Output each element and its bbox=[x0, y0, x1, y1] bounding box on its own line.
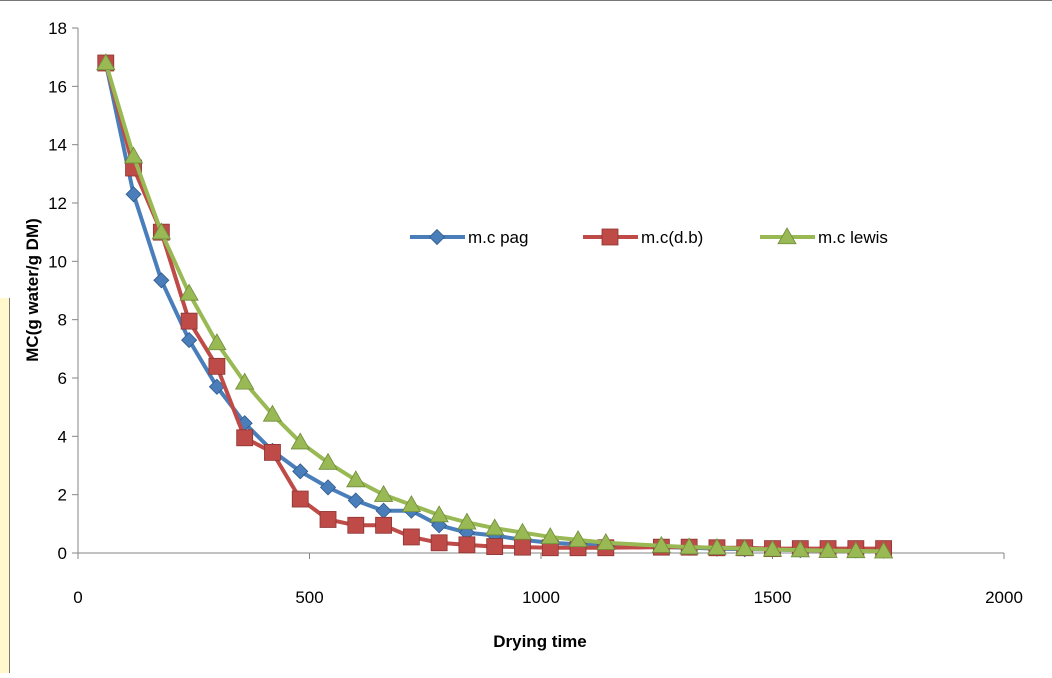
data-point bbox=[292, 463, 309, 480]
data-point bbox=[540, 527, 560, 545]
data-point bbox=[762, 539, 783, 557]
legend: m.c pag m.c(d.b) m.c lewis bbox=[410, 227, 888, 247]
y-tick-label: 12 bbox=[48, 194, 67, 213]
x-tick-label: 0 bbox=[73, 588, 82, 607]
data-point bbox=[651, 535, 672, 553]
legend-swatch-marker bbox=[777, 227, 797, 245]
y-tick-label: 4 bbox=[58, 427, 67, 446]
data-point bbox=[373, 484, 394, 502]
data-point bbox=[818, 540, 838, 558]
series-m-c-d-b- bbox=[97, 54, 893, 558]
y-axis-title: MC(g water/g DM) bbox=[23, 218, 42, 362]
legend-swatch-marker bbox=[601, 228, 619, 246]
y-tick-label: 14 bbox=[48, 136, 67, 155]
y-tick-label: 8 bbox=[58, 311, 67, 330]
data-point bbox=[291, 490, 309, 508]
data-point bbox=[180, 312, 198, 330]
y-tick-label: 16 bbox=[48, 77, 67, 96]
data-point bbox=[401, 495, 422, 513]
data-point bbox=[319, 511, 337, 528]
data-point bbox=[179, 283, 199, 301]
data-point bbox=[319, 479, 337, 496]
legend-label: m.c lewis bbox=[818, 228, 888, 247]
data-point bbox=[486, 538, 504, 555]
data-point bbox=[208, 357, 226, 375]
data-point bbox=[347, 516, 365, 534]
y-tick-label: 10 bbox=[48, 252, 67, 271]
data-point bbox=[264, 443, 281, 461]
legend-label: m.c(d.b) bbox=[641, 228, 703, 247]
series-line bbox=[103, 62, 884, 551]
x-tick-label: 1500 bbox=[754, 588, 792, 607]
legend-label: m.c pag bbox=[468, 228, 528, 247]
data-point bbox=[236, 429, 254, 447]
data-point bbox=[846, 541, 866, 559]
data-point bbox=[262, 404, 283, 422]
data-point bbox=[485, 518, 505, 536]
x-tick-label: 2000 bbox=[985, 588, 1023, 607]
data-point bbox=[568, 530, 588, 548]
series-m-c-lewis bbox=[96, 53, 894, 559]
series-line bbox=[103, 62, 884, 554]
x-axis-title: Drying time bbox=[493, 632, 587, 651]
data-point bbox=[290, 432, 310, 450]
series-line bbox=[103, 62, 884, 553]
data-point bbox=[153, 272, 170, 289]
y-tick-label: 0 bbox=[58, 544, 67, 563]
data-point bbox=[151, 222, 172, 240]
data-point bbox=[96, 53, 116, 71]
x-tick-label: 500 bbox=[295, 588, 323, 607]
data-point bbox=[375, 502, 392, 519]
data-point bbox=[735, 538, 755, 556]
data-point bbox=[596, 532, 616, 550]
data-point bbox=[402, 528, 420, 546]
data-point bbox=[457, 512, 477, 530]
legend-item: m.c pag bbox=[410, 228, 528, 247]
y-tick-label: 18 bbox=[48, 19, 67, 38]
data-point bbox=[430, 534, 448, 552]
data-point bbox=[181, 332, 198, 349]
data-point bbox=[125, 186, 142, 203]
frame-left-strip bbox=[0, 298, 10, 673]
data-point bbox=[790, 540, 810, 558]
data-point bbox=[707, 537, 727, 555]
data-point bbox=[123, 146, 144, 164]
data-point bbox=[207, 333, 227, 351]
series-m-c-pag bbox=[97, 54, 892, 559]
data-point bbox=[346, 470, 366, 488]
x-tick-label: 1000 bbox=[522, 588, 560, 607]
y-tick-label: 2 bbox=[58, 486, 67, 505]
data-point bbox=[347, 492, 364, 509]
axes: 0 2 4 6 8 10 12 14 16 18 0 500 1000 1500 2000 bbox=[48, 19, 1023, 607]
legend-swatch-marker bbox=[428, 228, 446, 246]
data-point bbox=[458, 536, 476, 554]
legend-item: m.c lewis bbox=[760, 227, 888, 247]
data-point bbox=[375, 516, 392, 534]
y-tick-label: 6 bbox=[58, 369, 67, 388]
data-point bbox=[234, 372, 255, 390]
legend-item: m.c(d.b) bbox=[583, 228, 703, 247]
data-point bbox=[318, 452, 338, 470]
data-point bbox=[514, 538, 531, 556]
frame-top-border bbox=[0, 0, 1052, 1]
data-point bbox=[873, 541, 894, 559]
series-layer bbox=[96, 53, 894, 559]
data-point bbox=[679, 537, 699, 555]
data-point bbox=[429, 505, 449, 523]
data-point bbox=[512, 522, 533, 540]
